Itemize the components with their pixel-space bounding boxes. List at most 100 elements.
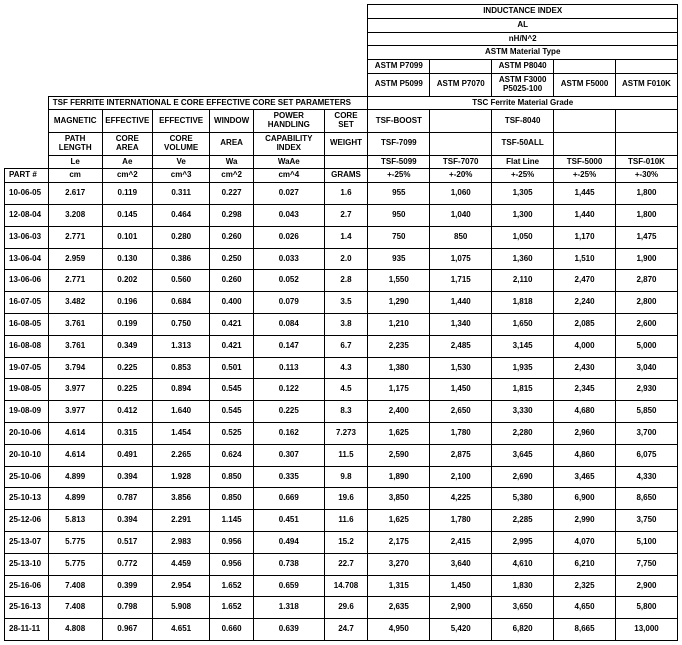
cell-tsc2: 2,100 xyxy=(430,466,492,488)
cell-tsc5: 3,700 xyxy=(615,422,677,444)
table-row: 16-08-053.7610.1990.7500.4210.0843.81,21… xyxy=(5,313,678,335)
cell-ae: 0.101 xyxy=(102,226,152,248)
cell-wa: 0.400 xyxy=(210,292,254,314)
cell-wa: 0.227 xyxy=(210,183,254,205)
cell-ae: 0.399 xyxy=(102,575,152,597)
cell-tsc1: 2,635 xyxy=(368,597,430,619)
cell-tsc3: 3,650 xyxy=(492,597,554,619)
cell-le: 2.959 xyxy=(48,248,102,270)
cell-waae: 0.043 xyxy=(253,204,324,226)
tsc-col-3-l2 xyxy=(554,132,616,155)
tsc-col-1-l1 xyxy=(430,110,492,133)
cell-tsc1: 950 xyxy=(368,204,430,226)
cell-ve: 1.928 xyxy=(153,466,210,488)
astm-col-2-l2: ASTM F3000P5025-100 xyxy=(492,73,554,96)
cell-ae: 0.199 xyxy=(102,313,152,335)
tsc-col-3-l4: +-25% xyxy=(554,169,616,183)
cell-tsc3: 3,145 xyxy=(492,335,554,357)
param-col-1-sym: Ae xyxy=(102,155,152,169)
cell-ae: 0.225 xyxy=(102,379,152,401)
cell-grams: 7.273 xyxy=(324,422,368,444)
cell-tsc1: 1,315 xyxy=(368,575,430,597)
cell-tsc3: 1,360 xyxy=(492,248,554,270)
cell-tsc3: 1,815 xyxy=(492,379,554,401)
tsc-col-0-l1: TSF-BOOST xyxy=(368,110,430,133)
cell-ve: 0.386 xyxy=(153,248,210,270)
cell-tsc5: 1,900 xyxy=(615,248,677,270)
cell-tsc4: 2,345 xyxy=(554,379,616,401)
cell-wa: 0.501 xyxy=(210,357,254,379)
param-col-3-l2: AREA xyxy=(210,132,254,155)
cell-tsc2: 1,780 xyxy=(430,422,492,444)
cell-tsc2: 5,420 xyxy=(430,619,492,641)
table-row: 20-10-104.6140.4912.2650.6240.30711.52,5… xyxy=(5,444,678,466)
cell-tsc5: 2,900 xyxy=(615,575,677,597)
tsc-col-0-l4: +-25% xyxy=(368,169,430,183)
param-col-4-unit: cm^4 xyxy=(253,169,324,183)
tsc-col-0-l3: TSF-5099 xyxy=(368,155,430,169)
cell-tsc4: 6,210 xyxy=(554,553,616,575)
cell-tsc3: 2,995 xyxy=(492,531,554,553)
cell-part: 16-07-05 xyxy=(5,292,49,314)
cell-le: 5.775 xyxy=(48,531,102,553)
cell-ve: 1.640 xyxy=(153,401,210,423)
param-col-3-sym: Wa xyxy=(210,155,254,169)
cell-ve: 2.983 xyxy=(153,531,210,553)
cell-le: 3.761 xyxy=(48,335,102,357)
cell-tsc3: 3,645 xyxy=(492,444,554,466)
cell-ae: 0.225 xyxy=(102,357,152,379)
cell-grams: 3.5 xyxy=(324,292,368,314)
cell-tsc1: 1,380 xyxy=(368,357,430,379)
cell-tsc3: 2,110 xyxy=(492,270,554,292)
table-row: 28-11-114.8080.9674.6510.6600.63924.74,9… xyxy=(5,619,678,641)
param-col-5-unit: GRAMS xyxy=(324,169,368,183)
cell-tsc1: 2,400 xyxy=(368,401,430,423)
cell-waae: 0.451 xyxy=(253,510,324,532)
cell-tsc4: 2,430 xyxy=(554,357,616,379)
cell-waae: 0.026 xyxy=(253,226,324,248)
ferrite-parameters-table: INDUCTANCE INDEXALnH/N^2ASTM Material Ty… xyxy=(4,4,678,641)
cell-tsc5: 1,800 xyxy=(615,204,677,226)
astm-col-3-l1 xyxy=(554,60,616,74)
cell-tsc1: 1,175 xyxy=(368,379,430,401)
cell-tsc4: 4,000 xyxy=(554,335,616,357)
cell-tsc3: 3,330 xyxy=(492,401,554,423)
cell-tsc2: 850 xyxy=(430,226,492,248)
cell-waae: 0.738 xyxy=(253,553,324,575)
tsc-col-4-l3: TSF-010K xyxy=(615,155,677,169)
cell-grams: 4.3 xyxy=(324,357,368,379)
cell-ve: 2.265 xyxy=(153,444,210,466)
param-col-3-unit: cm^2 xyxy=(210,169,254,183)
table-row: 19-08-093.9770.4121.6400.5450.2258.32,40… xyxy=(5,401,678,423)
cell-waae: 0.052 xyxy=(253,270,324,292)
cell-grams: 4.5 xyxy=(324,379,368,401)
cell-ae: 0.798 xyxy=(102,597,152,619)
cell-ve: 2.954 xyxy=(153,575,210,597)
cell-tsc4: 1,440 xyxy=(554,204,616,226)
cell-le: 4.899 xyxy=(48,466,102,488)
cell-tsc2: 1,075 xyxy=(430,248,492,270)
cell-tsc2: 1,715 xyxy=(430,270,492,292)
param-col-2-unit: cm^3 xyxy=(153,169,210,183)
cell-ve: 4.459 xyxy=(153,553,210,575)
cell-part: 12-08-04 xyxy=(5,204,49,226)
cell-part: 19-08-09 xyxy=(5,401,49,423)
cell-tsc4: 1,510 xyxy=(554,248,616,270)
cell-tsc4: 2,325 xyxy=(554,575,616,597)
header-inductance-index: INDUCTANCE INDEX xyxy=(368,5,678,19)
cell-tsc4: 1,445 xyxy=(554,183,616,205)
cell-part: 25-10-13 xyxy=(5,488,49,510)
cell-ve: 0.684 xyxy=(153,292,210,314)
cell-tsc4: 4,860 xyxy=(554,444,616,466)
cell-ae: 0.967 xyxy=(102,619,152,641)
cell-grams: 2.7 xyxy=(324,204,368,226)
table-row: 25-16-137.4080.7985.9081.6521.31829.62,6… xyxy=(5,597,678,619)
cell-ve: 2.291 xyxy=(153,510,210,532)
cell-tsc1: 4,950 xyxy=(368,619,430,641)
cell-tsc3: 2,690 xyxy=(492,466,554,488)
cell-tsc2: 1,440 xyxy=(430,292,492,314)
tsc-col-4-l1 xyxy=(615,110,677,133)
cell-grams: 11.5 xyxy=(324,444,368,466)
cell-ae: 0.119 xyxy=(102,183,152,205)
cell-ve: 0.750 xyxy=(153,313,210,335)
